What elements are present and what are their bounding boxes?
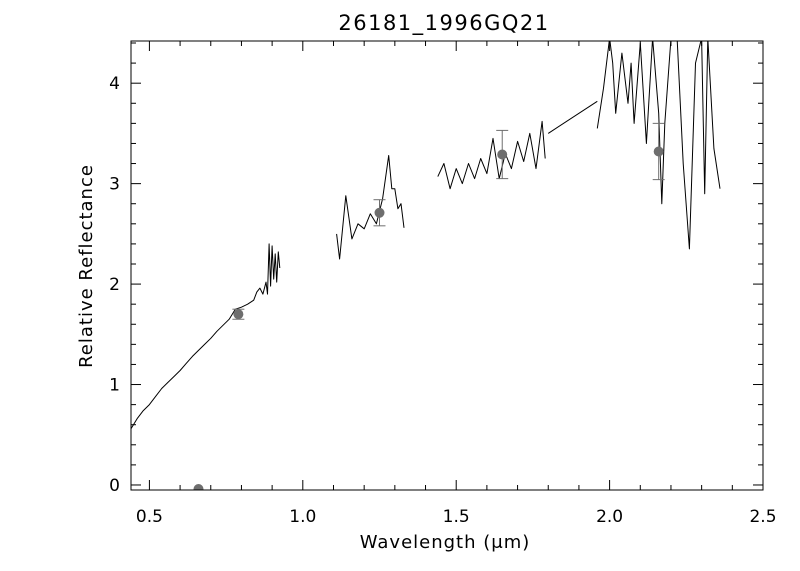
photometry-points-layer	[193, 122, 665, 490]
spectrum-segment-J	[336, 155, 405, 260]
photometry-point-3	[497, 149, 508, 160]
y-tick-label: 2	[109, 275, 120, 295]
spectrum-series-layer	[131, 41, 721, 429]
y-tick-label: 3	[109, 175, 120, 195]
photometry-point-2	[374, 207, 385, 218]
x-tick-label: 2.0	[596, 507, 623, 527]
chart-title: 26181_1996GQ21	[338, 11, 549, 36]
spectrum-segment-bridge	[547, 100, 598, 134]
x-axis-title: Wavelength (μm)	[360, 532, 531, 553]
x-tick-label: 1.5	[443, 507, 470, 527]
y-axis-title: Relative Reflectance	[76, 164, 97, 368]
y-axis: 0 1 2 3 4	[109, 42, 763, 496]
y-tick-label: 1	[109, 376, 120, 396]
spectrum-segment-H	[437, 120, 546, 190]
plot-frame	[130, 40, 764, 491]
y-tick-label: 0	[109, 476, 120, 496]
spectrum-segment-visible	[131, 243, 281, 429]
photometry-point-0	[193, 483, 204, 490]
photometry-point-1	[233, 309, 244, 320]
x-tick-label: 1.0	[289, 507, 316, 527]
spectrum-segment-K	[596, 41, 721, 250]
x-tick-label: 0.5	[136, 507, 163, 527]
x-axis: 0.5 1.0 1.5 2.0 2.5	[136, 41, 777, 527]
photometry-point-4	[653, 146, 664, 157]
y-tick-label: 4	[109, 74, 120, 94]
x-tick-label: 2.5	[749, 507, 776, 527]
